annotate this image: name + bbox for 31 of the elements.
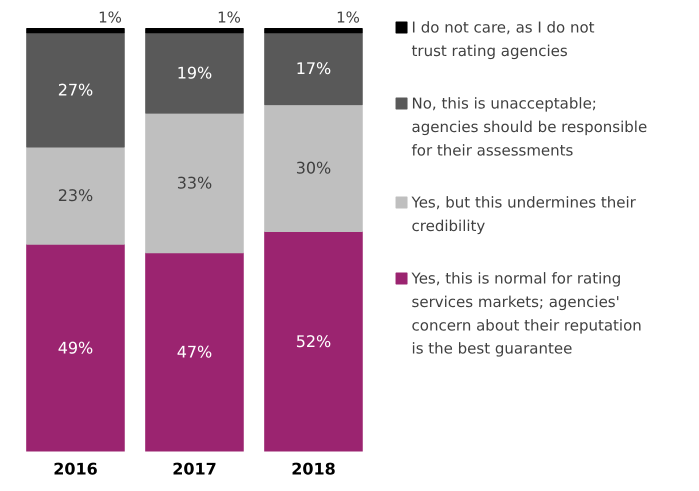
bar <box>264 28 363 34</box>
bar <box>26 28 125 34</box>
bar <box>145 112 244 254</box>
x-tick-label: 2016 <box>53 460 98 478</box>
data-label: 1% <box>336 8 360 26</box>
bar <box>145 28 244 34</box>
bar <box>264 32 363 106</box>
data-label: 52% <box>296 332 332 352</box>
data-label: 27% <box>58 80 94 100</box>
bar <box>26 32 125 148</box>
data-label: 1% <box>98 8 122 26</box>
data-label: 47% <box>176 342 212 362</box>
bar <box>26 244 125 452</box>
legend-label: I do not care, as I do not trust rating agencies <box>412 18 595 60</box>
data-label: 17% <box>296 59 332 78</box>
bar <box>26 146 125 245</box>
bar <box>264 104 363 232</box>
data-label: 49% <box>58 338 94 358</box>
legend-label: Yes, but this undermines their credibility <box>410 194 637 235</box>
data-label: 30% <box>296 158 332 178</box>
legend-label: No, this is unacceptable; agencies should be responsible for their assessments <box>412 94 648 160</box>
data-label: 33% <box>176 173 212 192</box>
x-tick-label: 2018 <box>291 460 336 478</box>
bar <box>264 231 363 452</box>
legend-label: Yes, this is normal for rating services markets; agencies' concern about their reputation is the best guarantee <box>410 270 642 358</box>
x-tick-label: 2017 <box>172 460 217 478</box>
bar <box>145 252 244 452</box>
data-label: 1% <box>217 8 241 26</box>
data-label: 19% <box>176 63 212 82</box>
bar <box>145 32 244 114</box>
data-label: 23% <box>58 186 94 206</box>
